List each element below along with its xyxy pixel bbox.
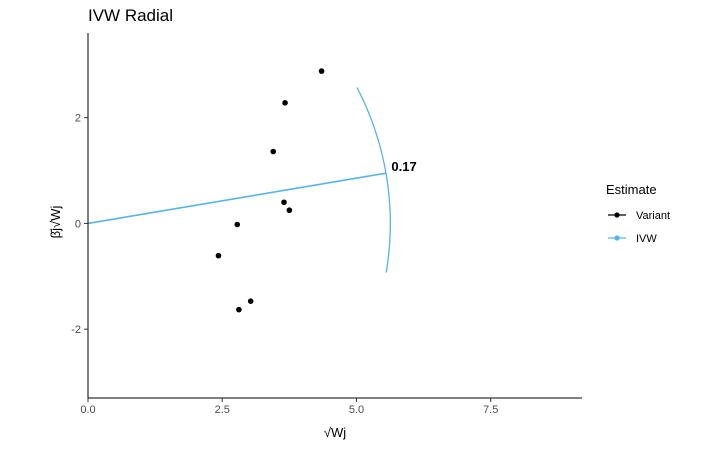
y-axis-ticks: 2 0 -2: [71, 113, 88, 336]
x-tick-label: 7.5: [483, 404, 498, 416]
variant-point: [247, 298, 254, 304]
variant-point: [318, 68, 325, 74]
y-tick-label: 2: [75, 113, 81, 125]
legend-label-ivw: IVW: [636, 233, 657, 245]
x-axis-label: √Wj: [324, 425, 346, 440]
y-tick-label: -2: [71, 324, 81, 336]
variant-point: [286, 207, 293, 214]
ivw-estimate-line: [87, 172, 387, 225]
legend: Estimate Variant IVW: [606, 182, 670, 245]
variant-point: [234, 221, 241, 228]
legend-key-variant-point: [614, 212, 620, 218]
x-tick-label: 5.0: [349, 404, 364, 416]
chart-title: IVW Radial: [88, 6, 173, 25]
variant-point: [270, 148, 277, 155]
plot-area: 0.17: [87, 68, 417, 313]
y-tick-label: 0: [75, 218, 81, 230]
y-axis-label: β̂j√Wj: [48, 206, 63, 239]
variant-point: [282, 100, 288, 106]
ivw-arc: [356, 87, 391, 273]
x-tick-label: 0.0: [80, 404, 95, 416]
variant-point: [281, 199, 287, 206]
variant-point: [215, 252, 222, 259]
ivw-estimate-label: 0.17: [391, 159, 416, 174]
x-tick-label: 2.5: [215, 404, 230, 416]
legend-key-ivw-point: [614, 235, 620, 241]
legend-title: Estimate: [606, 182, 657, 197]
legend-label-variant: Variant: [636, 210, 670, 222]
x-axis-ticks: 0.0 2.5 5.0 7.5: [80, 398, 498, 416]
variant-point: [236, 306, 242, 313]
